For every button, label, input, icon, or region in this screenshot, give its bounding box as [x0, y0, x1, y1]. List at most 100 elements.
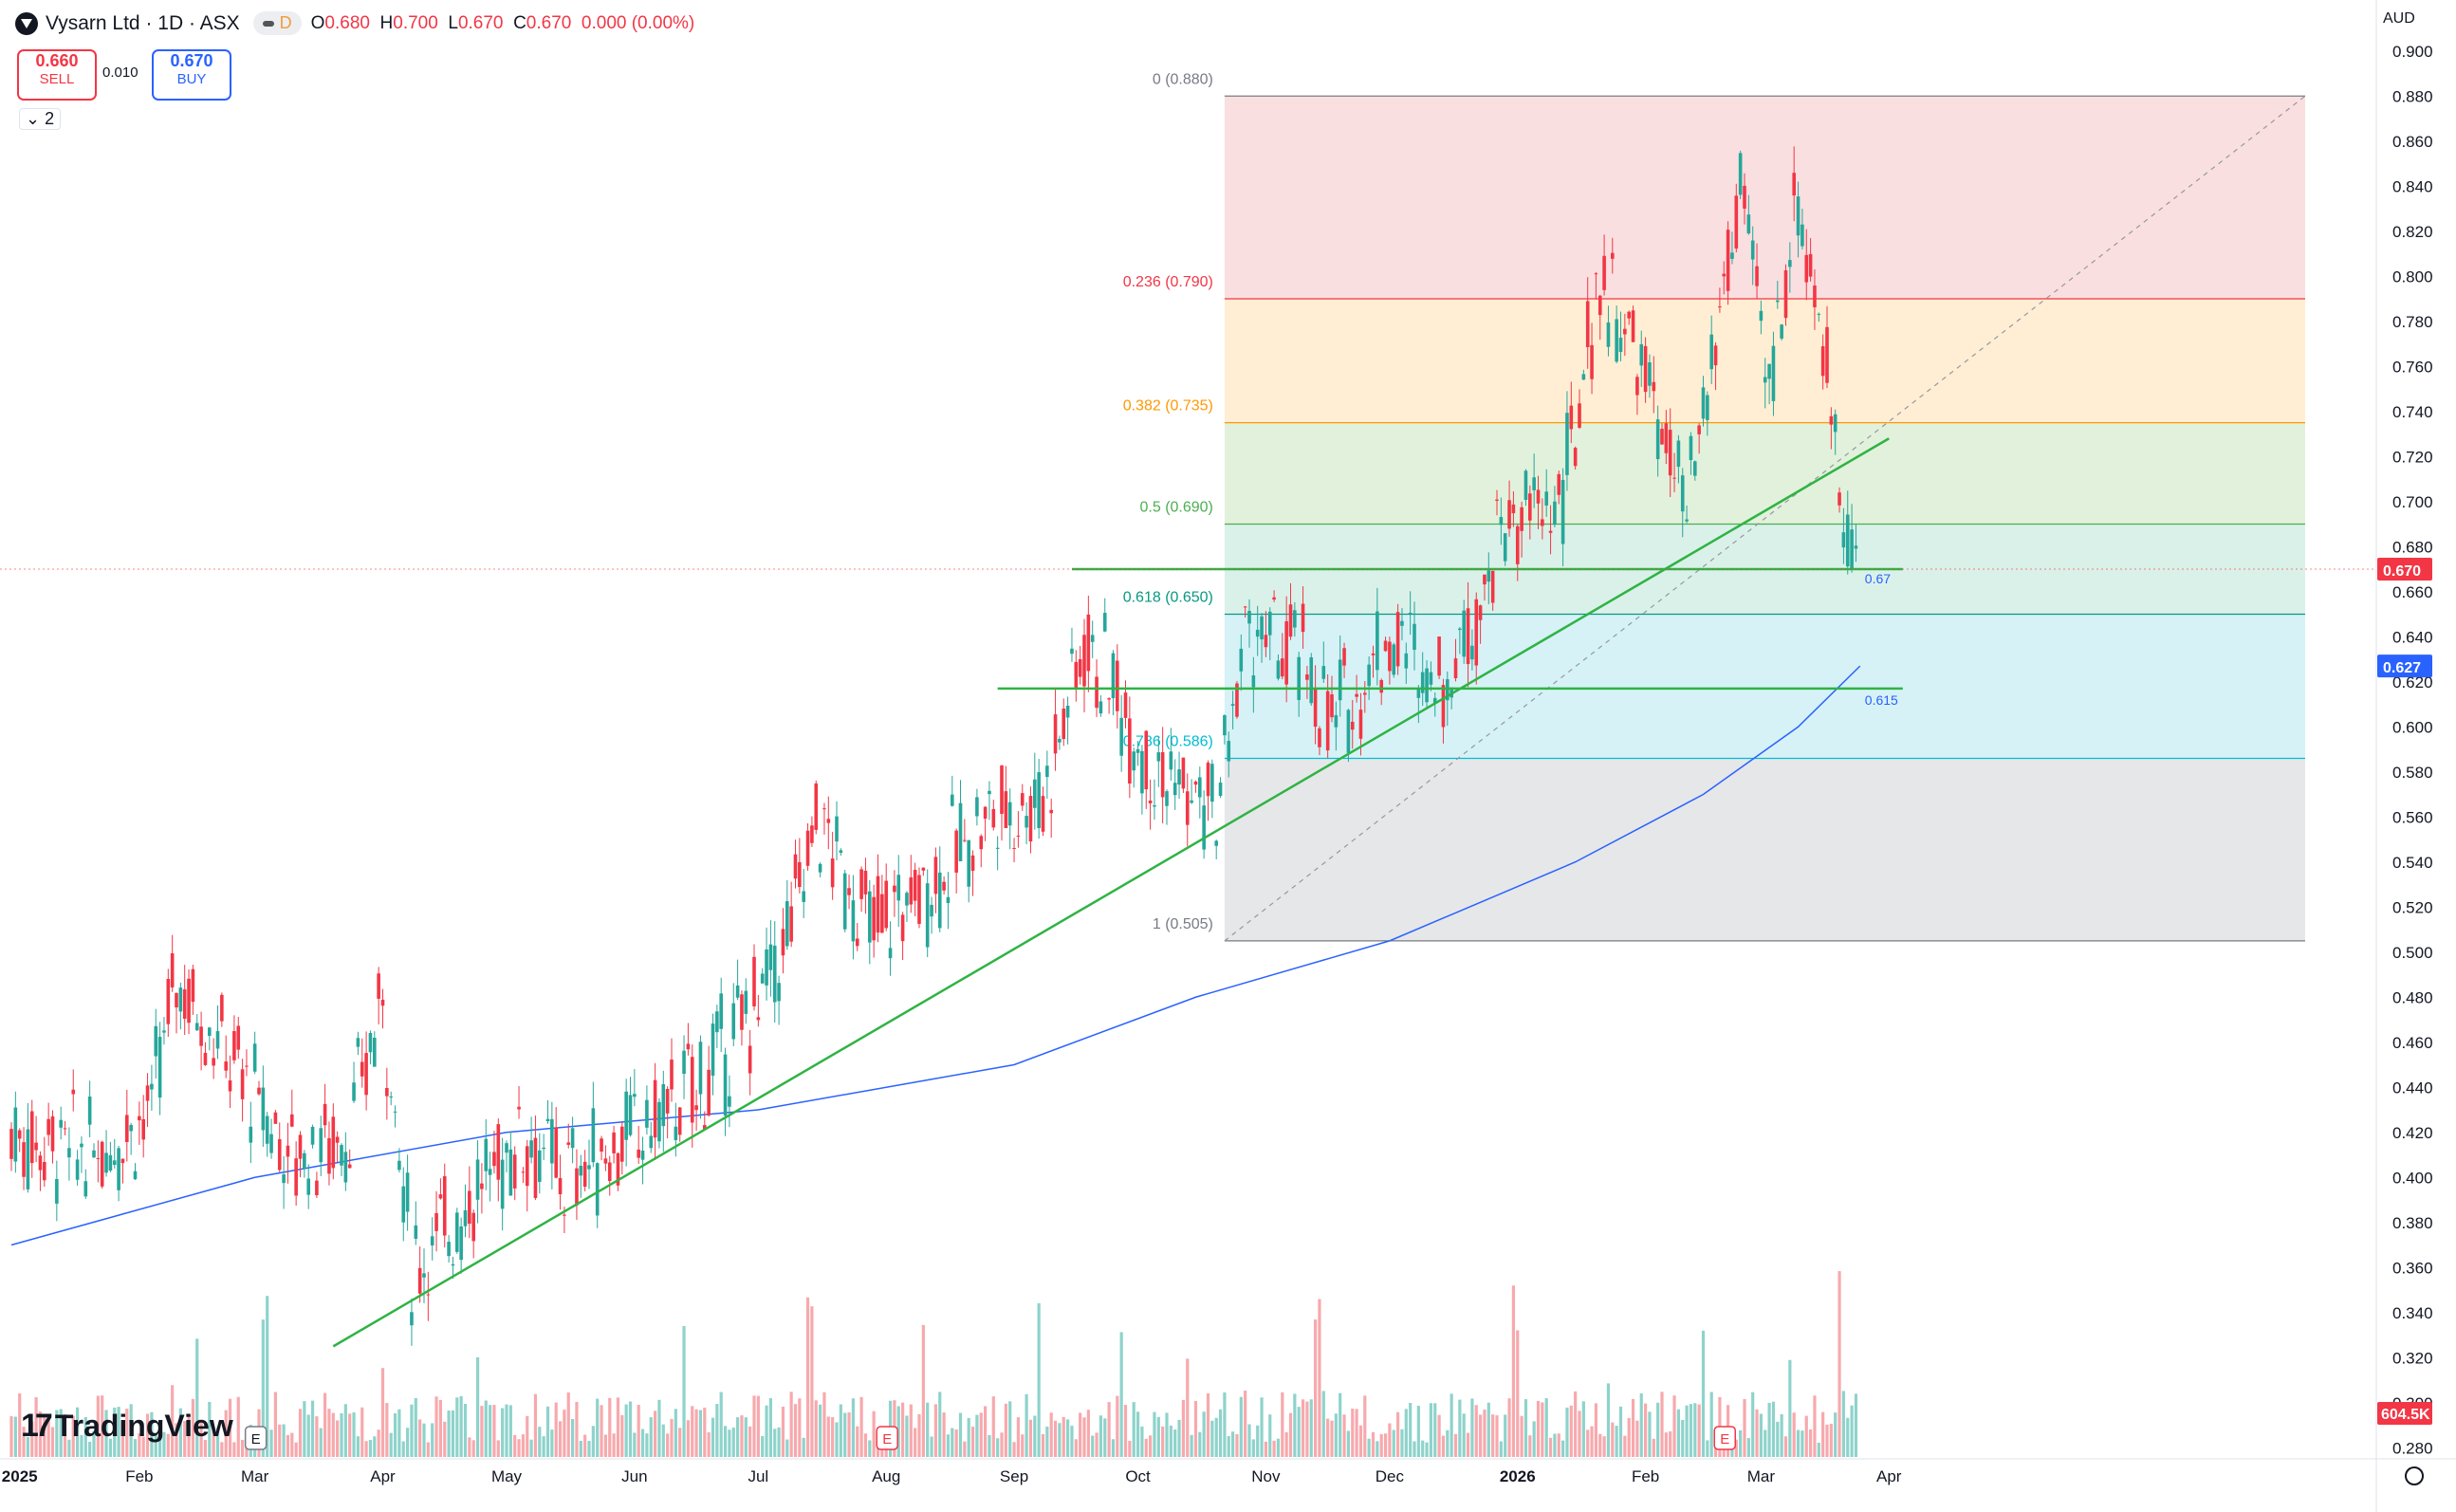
candle-body	[63, 1128, 67, 1130]
candle-body	[970, 855, 975, 871]
candle-body	[1078, 658, 1082, 677]
volume-bar	[988, 1434, 991, 1457]
volume-bar	[740, 1415, 744, 1457]
volume-bar	[319, 1428, 323, 1457]
candle-body	[1829, 415, 1834, 425]
volume-bar	[129, 1404, 133, 1457]
volume-bar	[1297, 1407, 1301, 1457]
volume-bar	[348, 1413, 352, 1457]
candle-body	[1606, 322, 1611, 347]
candle-body	[1153, 805, 1156, 807]
y-tick-label: 0.700	[2392, 493, 2433, 511]
candle-body	[414, 1225, 418, 1239]
candle-body	[306, 1178, 310, 1195]
candle-body	[1371, 653, 1376, 655]
candle-body	[657, 1101, 661, 1142]
candle-body	[690, 1057, 694, 1123]
y-tick-label: 0.540	[2392, 854, 2433, 872]
volume-bar	[1685, 1405, 1689, 1457]
volume-bar	[1701, 1330, 1706, 1457]
candle-body	[752, 956, 756, 1006]
volume-bar	[34, 1396, 38, 1457]
volume-bar	[187, 1415, 191, 1457]
candle-body	[1016, 835, 1021, 837]
candle-body	[1780, 324, 1783, 339]
candle-body	[1140, 750, 1144, 794]
volume-bar	[793, 1404, 798, 1457]
volume-bar	[443, 1421, 447, 1457]
volume-bar	[768, 1397, 772, 1457]
candle-body	[1429, 672, 1433, 685]
candle-body	[29, 1111, 34, 1164]
candle-body	[917, 875, 921, 924]
candle-body	[1218, 783, 1223, 797]
volume-bar	[199, 1420, 203, 1457]
candle-body	[847, 888, 851, 895]
candle-body	[1734, 195, 1739, 249]
candle-body	[1746, 214, 1751, 234]
volume-bar	[526, 1415, 529, 1457]
candle-body	[793, 854, 798, 879]
symbol-logo-icon	[15, 11, 38, 35]
volume-bar	[373, 1436, 377, 1457]
interval-pill[interactable]: D	[252, 11, 302, 35]
volume-bar	[682, 1325, 686, 1457]
candle-body	[1007, 802, 1012, 826]
buy-button[interactable]: 0.670 BUY	[152, 49, 231, 101]
sell-button[interactable]: 0.660 SELL	[17, 49, 97, 101]
candle-body	[1243, 606, 1247, 608]
volume-bar	[1173, 1429, 1177, 1457]
volume-bar	[380, 1368, 385, 1457]
symbol-title[interactable]: Vysarn Ltd · 1D · ASX	[46, 11, 240, 34]
candle-body	[748, 1045, 752, 1074]
candle-body	[1755, 266, 1759, 286]
tradingview-logo: 17 TradingView	[21, 1408, 233, 1444]
y-tick-label: 0.720	[2392, 448, 2433, 466]
volume-bar	[914, 1428, 917, 1457]
candle-body	[1597, 295, 1602, 316]
volume-bar	[691, 1406, 694, 1457]
candle-body	[397, 1160, 401, 1171]
volume-bar	[26, 1436, 29, 1457]
candle-body	[1726, 230, 1730, 291]
volume-bar	[533, 1393, 538, 1457]
volume-bar	[1028, 1419, 1033, 1457]
volume-bar	[46, 1414, 50, 1457]
candle-body	[1388, 641, 1392, 672]
volume-bar	[612, 1433, 616, 1457]
symbol-header[interactable]: Vysarn Ltd · 1D · ASX D O0.680 H0.700 L0…	[15, 11, 694, 35]
candle-body	[1330, 694, 1334, 718]
volume-bar	[1339, 1392, 1342, 1457]
candle-body	[277, 1139, 282, 1171]
candle-body	[410, 1312, 414, 1326]
candle-body	[269, 1134, 273, 1153]
candle-body	[1680, 475, 1685, 512]
volume-bar	[761, 1435, 765, 1457]
volume-bar	[1586, 1429, 1590, 1457]
volume-bar	[71, 1415, 75, 1457]
candle-body	[595, 1163, 600, 1216]
volume-bar	[1520, 1415, 1523, 1457]
candle-body	[1618, 338, 1623, 353]
indicator-toggle[interactable]: ⌄ 2	[19, 108, 62, 130]
volume-bar	[1578, 1411, 1581, 1457]
candle-body	[1701, 387, 1706, 419]
volume-bar	[1116, 1395, 1119, 1457]
earnings-marker-label: E	[882, 1431, 892, 1447]
volume-bar	[814, 1400, 818, 1457]
candle-body	[1392, 644, 1396, 675]
candle-body	[893, 885, 896, 893]
volume-bar	[1499, 1441, 1503, 1457]
volume-bar	[938, 1392, 942, 1457]
volume-bar	[587, 1441, 591, 1457]
candle-body	[1466, 608, 1470, 665]
candle-body	[310, 1126, 315, 1145]
volume-bar	[1161, 1426, 1165, 1457]
candle-body	[1520, 507, 1523, 531]
volume-bar	[1309, 1399, 1313, 1457]
volume-bar	[1783, 1436, 1788, 1457]
candle-body	[1206, 763, 1210, 797]
volume-bar	[575, 1401, 579, 1457]
candle-body	[22, 1142, 26, 1177]
